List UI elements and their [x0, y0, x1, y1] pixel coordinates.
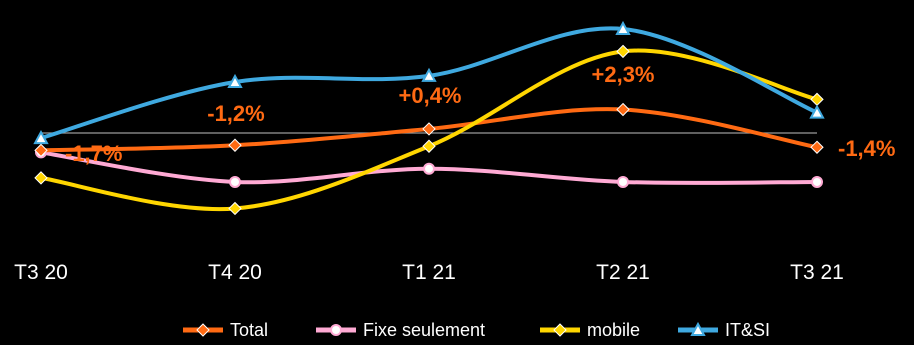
legend-item-it-si: IT&SI: [678, 320, 770, 340]
point-total-2: [422, 122, 436, 136]
point-total-0: [34, 143, 48, 158]
point-mobile-1: [228, 201, 242, 216]
data-label: -1,7%: [65, 141, 122, 166]
point-mobile-3: [616, 44, 630, 59]
data-label: -1,4%: [838, 136, 895, 161]
data-label: +2,3%: [592, 62, 655, 87]
point-fixe-seulement-1: [229, 175, 241, 188]
legend-swatch-marker: [690, 321, 706, 336]
data-label: -1,2%: [207, 101, 264, 126]
point-it-si-4: [809, 104, 825, 119]
legend-swatch-marker: [553, 323, 567, 337]
point-mobile-0: [34, 171, 48, 185]
point-mobile-4: [810, 92, 824, 107]
point-it-si-2: [421, 67, 437, 82]
point-fixe-seulement-4: [811, 175, 823, 188]
legend-label: Fixe seulement: [363, 320, 485, 340]
point-fixe-seulement-2: [423, 162, 435, 175]
series-fixe-seulement: [35, 146, 823, 188]
legend: Total Fixe seulement mobile IT&SI: [183, 320, 770, 340]
x-tick-label: T2 21: [596, 261, 650, 284]
point-total-1: [228, 138, 242, 152]
legend-item-mobile: mobile: [540, 320, 640, 340]
point-total-4: [810, 140, 824, 154]
series-lines: [33, 20, 825, 216]
point-fixe-seulement-3: [617, 175, 629, 188]
legend-item-fixe-seulement: Fixe seulement: [316, 320, 485, 340]
x-tick-label: T4 20: [208, 261, 262, 284]
series-it-si: [33, 20, 825, 145]
x-tick-label: T3 21: [790, 261, 844, 284]
legend-swatch-marker: [330, 324, 342, 336]
point-mobile-2: [422, 139, 436, 153]
x-tick-label: T1 21: [402, 261, 456, 284]
legend-label: IT&SI: [725, 320, 770, 340]
legend-item-total: Total: [183, 320, 268, 340]
series-mobile: [34, 44, 824, 216]
point-it-si-0: [33, 130, 49, 145]
x-axis-ticks: T3 20 T4 20 T1 21 T2 21 T3 21: [14, 261, 844, 284]
point-it-si-3: [615, 20, 631, 35]
legend-label: Total: [230, 320, 268, 340]
data-labels: -1,7% -1,2% +0,4% +2,3% -1,4%: [65, 62, 895, 166]
point-total-3: [616, 102, 630, 117]
data-label: +0,4%: [399, 83, 462, 108]
point-it-si-1: [227, 73, 243, 88]
legend-label: mobile: [587, 320, 640, 340]
x-tick-label: T3 20: [14, 261, 68, 284]
series-total: [34, 102, 824, 158]
legend-swatch-marker: [196, 323, 210, 337]
